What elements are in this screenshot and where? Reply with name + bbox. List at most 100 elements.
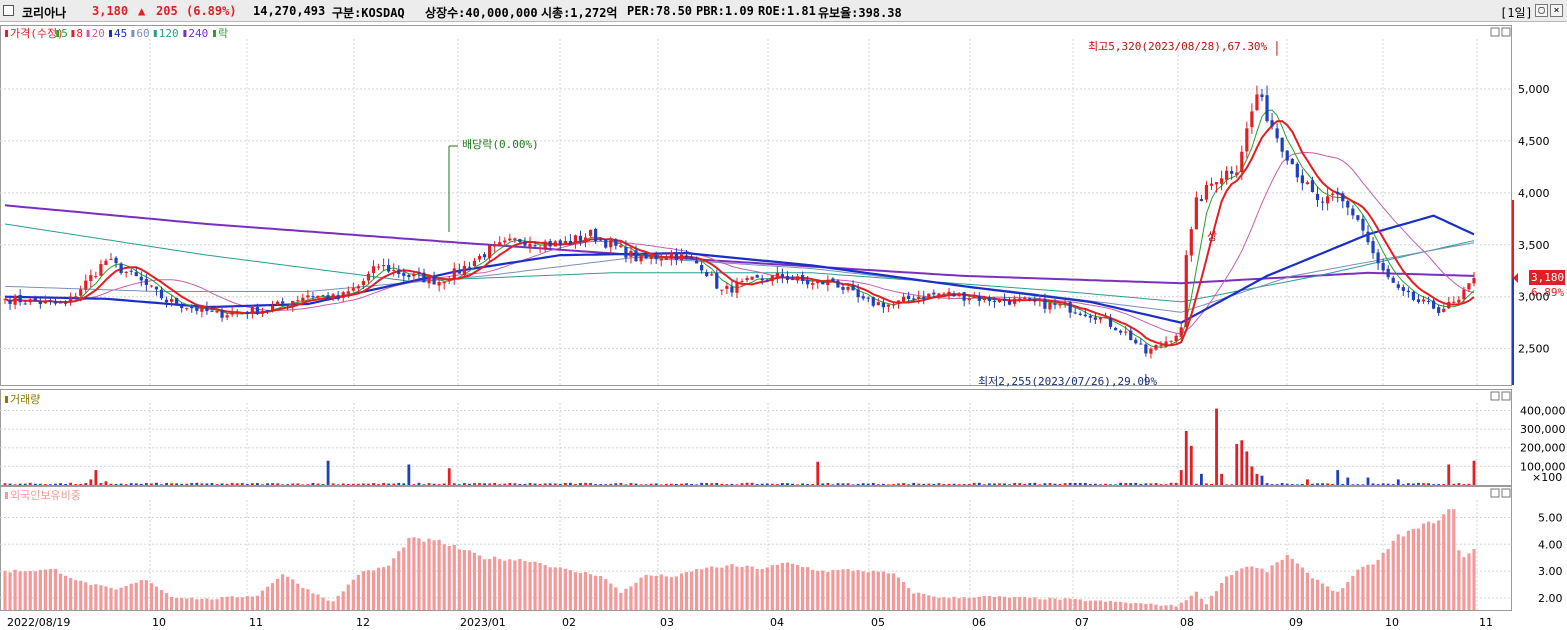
- candle-body: [1305, 182, 1310, 185]
- foreign-ratio-bar: [594, 575, 598, 610]
- close-icon[interactable]: ×: [1550, 4, 1563, 17]
- foreign-ratio-bar: [725, 565, 729, 610]
- foreign-ratio-bar: [1088, 600, 1092, 610]
- candle-body: [1442, 308, 1446, 312]
- pane-restore-icon[interactable]: [1490, 27, 1500, 37]
- candle-body: [1174, 335, 1178, 342]
- candle-body: [912, 298, 916, 300]
- foreign-ratio-bar: [1326, 586, 1330, 610]
- volume-bar: [457, 484, 461, 485]
- volume-bar: [826, 482, 830, 485]
- foreign-ratio-bar: [1209, 595, 1214, 610]
- candle-body: [982, 296, 986, 300]
- foreign-ratio-bar: [795, 564, 800, 610]
- foreign-ratio-bar: [422, 541, 426, 610]
- foreign-ratio-bar: [932, 596, 936, 610]
- stock-chart[interactable]: 2,500 3,000 3,500 4,000 4,500 5,000 2022/08/19…: [0, 22, 1567, 630]
- candle-body: [1103, 317, 1108, 319]
- candle-body: [200, 306, 204, 312]
- volume-bar: [336, 484, 340, 485]
- volume-bar: [1174, 482, 1178, 485]
- foreign-ratio-bar: [109, 587, 113, 610]
- candle-body: [841, 286, 845, 290]
- volume-bar: [1311, 483, 1314, 485]
- volume-bar: [43, 484, 47, 485]
- foreign-ratio-bar: [432, 540, 436, 610]
- candle-body: [1391, 277, 1395, 283]
- date-axis-tick: 06: [972, 616, 986, 629]
- foreign-ratio-bar: [104, 586, 108, 610]
- volume-bar: [755, 484, 759, 485]
- select-checkbox[interactable]: [3, 5, 14, 16]
- candle-body: [513, 238, 517, 240]
- candle-body: [245, 311, 249, 314]
- candle-body: [412, 273, 416, 277]
- foreign-ratio-bar: [523, 560, 527, 610]
- foreign-ratio-bar: [1401, 536, 1405, 610]
- foreign-ratio-bar: [462, 549, 466, 610]
- candle-body: [1033, 299, 1037, 302]
- candle-body: [609, 240, 613, 248]
- foreign-ratio-bar: [907, 588, 911, 610]
- candle-body: [558, 240, 562, 245]
- legend-volume-swatch: [5, 396, 8, 403]
- candle-body: [265, 310, 270, 312]
- volume-bar: [993, 483, 996, 485]
- candle-body: [720, 289, 724, 291]
- volume-bar: [1189, 445, 1193, 485]
- foreign-ratio-bar: [563, 568, 567, 610]
- candle-body: [856, 289, 860, 298]
- candle-body: [760, 278, 764, 281]
- candle-body: [1209, 183, 1214, 186]
- volume-bar: [452, 483, 456, 485]
- foreign-axis-tick: 4.00: [1538, 538, 1563, 551]
- candle-body: [745, 278, 749, 281]
- pane-close-icon[interactable]: [1501, 488, 1511, 498]
- volume-bar: [881, 483, 885, 485]
- volume-bar: [579, 483, 582, 485]
- candle-body: [518, 239, 522, 243]
- foreign-ratio-bar: [558, 567, 562, 610]
- candle-body: [225, 315, 229, 318]
- pane-restore-icon[interactable]: [1490, 488, 1500, 498]
- candle-body: [937, 293, 941, 296]
- candle-body: [63, 302, 68, 304]
- pane-close-icon[interactable]: [1501, 27, 1511, 37]
- candle-body: [836, 280, 840, 288]
- volume-bar: [1422, 483, 1425, 485]
- candle-body: [1108, 318, 1113, 327]
- candle-body: [482, 254, 487, 258]
- restore-icon[interactable]: ▢: [1535, 4, 1548, 17]
- foreign-ratio-bar: [952, 596, 956, 610]
- foreign-ratio-bar: [1204, 604, 1209, 610]
- foreign-ratio-bar: [1416, 528, 1421, 610]
- candle-body: [104, 260, 108, 265]
- foreign-ratio-bar: [331, 601, 335, 610]
- candle-body: [694, 260, 699, 264]
- foreign-ratio-bar: [3, 570, 7, 610]
- foreign-ratio-bar: [1295, 563, 1299, 610]
- candle-body: [417, 272, 421, 274]
- candle-body: [1346, 201, 1350, 208]
- foreign-ratio-bar: [1421, 523, 1426, 610]
- foreign-ratio-bar: [1154, 604, 1158, 610]
- volume-bar: [1169, 482, 1173, 485]
- volume-bar: [775, 484, 779, 485]
- candle-body: [1113, 327, 1118, 331]
- pane-close-icon[interactable]: [1501, 391, 1511, 401]
- foreign-ratio-bar: [402, 547, 406, 610]
- candle-body: [811, 283, 815, 285]
- volume-bar: [306, 484, 310, 485]
- foreign-ratio-bar: [1250, 566, 1254, 610]
- foreign-ratio-bar: [806, 567, 810, 610]
- pane-restore-icon[interactable]: [1490, 391, 1500, 401]
- candle-body: [1285, 150, 1289, 161]
- foreign-ratio-bar: [1002, 596, 1007, 610]
- volume-bar: [74, 484, 78, 485]
- candle-body: [1028, 298, 1032, 300]
- foreign-ratio-bar: [644, 574, 648, 610]
- period-selector[interactable]: [1일]: [1500, 6, 1533, 20]
- foreign-ratio-bar: [1260, 568, 1264, 610]
- volume-bar: [149, 483, 153, 485]
- candle-body: [1250, 111, 1254, 128]
